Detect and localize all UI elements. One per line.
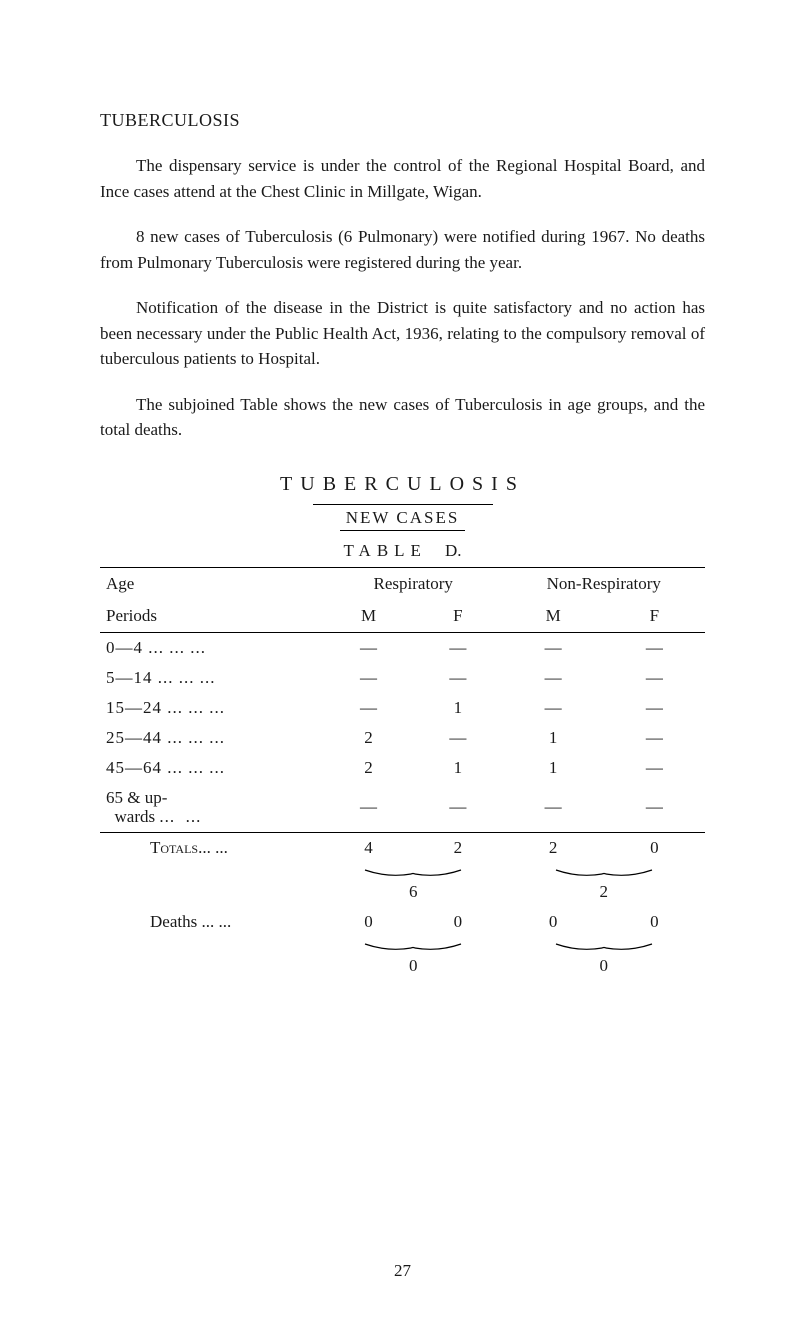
col-periods: Periods [100, 600, 324, 633]
cell: 0 [604, 832, 705, 863]
data-table: Age Respiratory Non-Respiratory Periods … [100, 567, 705, 981]
totals-resp-sum: 6 [363, 882, 463, 902]
row-label: 15—24 ... ... ... [106, 698, 225, 717]
cell: 1 [413, 753, 502, 783]
cell: — [604, 663, 705, 693]
col-resp-m: M [324, 600, 413, 633]
cell: 2 [413, 832, 502, 863]
col-age: Age [100, 567, 324, 600]
brace-icon: 2 [554, 868, 654, 902]
cell: — [604, 723, 705, 753]
brace-icon: 0 [363, 942, 463, 976]
cell: — [503, 632, 604, 663]
table-row: 45—64 ... ... ... 2 1 1 — [100, 753, 705, 783]
totals-brace-row: 6 2 [100, 863, 705, 907]
brace-icon: 6 [363, 868, 463, 902]
table-row: 25—44 ... ... ... 2 — 1 — [100, 723, 705, 753]
cell: — [413, 632, 502, 663]
cell: 1 [503, 753, 604, 783]
section-heading: TUBERCULOSIS [100, 110, 705, 131]
deaths-brace-row: 0 0 [100, 937, 705, 981]
table-row: 65 & up- wards ... ... — — — — [100, 783, 705, 833]
page-number: 27 [100, 1261, 705, 1281]
cell: — [413, 723, 502, 753]
cell: — [604, 632, 705, 663]
paragraph-2: 8 new cases of Tuberculosis (6 Pulmonary… [100, 224, 705, 275]
totals-label: Totals... ... [150, 838, 228, 857]
cell: — [324, 663, 413, 693]
row-dots: ... ... [159, 807, 201, 826]
totals-nonresp-sum: 2 [554, 882, 654, 902]
totals-row: Totals... ... 4 2 2 0 [100, 832, 705, 863]
table-subtitle: NEW CASES [340, 505, 466, 531]
cell: 2 [503, 832, 604, 863]
cell: — [324, 783, 413, 833]
cell: — [413, 783, 502, 833]
cell: — [503, 783, 604, 833]
cell: 4 [324, 832, 413, 863]
deaths-nonresp-sum: 0 [554, 956, 654, 976]
table-label-right: D. [445, 541, 462, 560]
deaths-row: Deaths ... ... 0 0 0 0 [100, 907, 705, 937]
cell: — [324, 693, 413, 723]
cell: — [413, 663, 502, 693]
table-row: 15—24 ... ... ... — 1 — — [100, 693, 705, 723]
table-row: 0—4 ... ... ... — — — — [100, 632, 705, 663]
table-title: TUBERCULOSIS [100, 473, 705, 496]
deaths-label: Deaths ... ... [150, 912, 231, 931]
paragraph-4: The subjoined Table shows the new cases … [100, 392, 705, 443]
cell: 1 [503, 723, 604, 753]
table-subtitle-wrap: NEW CASES [313, 504, 493, 533]
cell: — [503, 663, 604, 693]
table-row: 5—14 ... ... ... — — — — [100, 663, 705, 693]
brace-icon: 0 [554, 942, 654, 976]
cell: 2 [324, 753, 413, 783]
cell: 2 [324, 723, 413, 753]
table-label-left: TABLE [344, 541, 427, 560]
cell: 0 [413, 907, 502, 937]
table-label: TABLE D. [100, 541, 705, 561]
cell: — [324, 632, 413, 663]
row-label: 45—64 ... ... ... [106, 758, 225, 777]
cell: 0 [503, 907, 604, 937]
paragraph-3: Notification of the disease in the Distr… [100, 295, 705, 372]
paragraph-1: The dispensary service is under the cont… [100, 153, 705, 204]
cell: — [503, 693, 604, 723]
cell: 0 [324, 907, 413, 937]
cell: — [604, 753, 705, 783]
cell: — [604, 783, 705, 833]
cell: 0 [604, 907, 705, 937]
cell: 1 [413, 693, 502, 723]
col-respiratory: Respiratory [324, 567, 503, 600]
deaths-resp-sum: 0 [363, 956, 463, 976]
col-nonrespiratory: Non-Respiratory [503, 567, 705, 600]
cell: — [604, 693, 705, 723]
col-resp-f: F [413, 600, 502, 633]
row-label: 25—44 ... ... ... [106, 728, 225, 747]
col-nonresp-f: F [604, 600, 705, 633]
row-label: 5—14 ... ... ... [106, 668, 216, 687]
row-label: 0—4 ... ... ... [106, 638, 206, 657]
col-nonresp-m: M [503, 600, 604, 633]
